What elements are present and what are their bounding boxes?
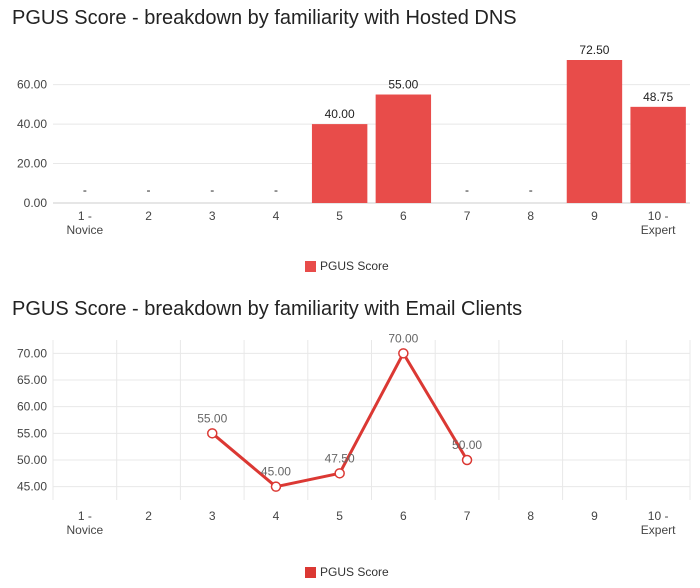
- x-tick-label: 3: [209, 209, 216, 223]
- data-label: -: [465, 183, 469, 197]
- data-label: -: [274, 183, 278, 197]
- data-label: -: [529, 183, 533, 197]
- email-clients-line-chart-svg: 45.00 50.00 55.00 60.00 65.00 70.00 55.00 45.00…: [17, 331, 691, 579]
- x-tick-label: 5: [336, 509, 343, 523]
- legend-swatch: [305, 567, 316, 578]
- x-tick-label: 8: [527, 209, 534, 223]
- y-tick-label: 20.00: [17, 157, 47, 171]
- data-point: [207, 428, 218, 439]
- x-tick-label: Novice: [67, 223, 104, 237]
- x-tick-label: Novice: [67, 523, 104, 537]
- x-tick-label: 8: [527, 509, 534, 523]
- x-tick-label: 2: [145, 209, 152, 223]
- y-tick-label: 65.00: [17, 373, 47, 387]
- series-line: [211, 351, 469, 489]
- y-tick-label: 55.00: [17, 426, 47, 440]
- hosted-dns-bar-chart-svg: 0.00 20.00 40.00 60.00 - - - - 40.00 55.00 - - 72.50…: [17, 43, 690, 273]
- data-label: 70.00: [388, 331, 418, 345]
- data-label: 55.00: [197, 411, 227, 425]
- data-label: -: [147, 183, 151, 197]
- x-tick-label: 1 -: [78, 509, 92, 523]
- x-tick-label: 9: [591, 509, 598, 523]
- hosted-dns-chart: PGUS Score - breakdown by familiarity wi…: [0, 0, 700, 290]
- data-label: 50.00: [452, 438, 482, 452]
- x-tick-label: 6: [400, 509, 407, 523]
- x-tick-label: 4: [273, 209, 280, 223]
- x-tick-label: Expert: [641, 523, 676, 537]
- y-tick-label: 45.00: [17, 480, 47, 494]
- y-tick-label: 40.00: [17, 117, 47, 131]
- data-label: 40.00: [325, 107, 355, 121]
- x-tick-label: 5: [336, 209, 343, 223]
- bar: [311, 124, 368, 203]
- bar: [630, 106, 686, 203]
- data-label: 45.00: [261, 465, 291, 479]
- email-clients-chart: PGUS Score - breakdown by familiarity wi…: [0, 290, 700, 588]
- x-tick-label: 9: [591, 209, 598, 223]
- legend-swatch: [305, 261, 316, 272]
- x-tick-label: 6: [400, 209, 407, 223]
- data-label: 72.50: [579, 43, 609, 57]
- x-tick-label: 7: [464, 209, 471, 223]
- bar: [375, 94, 432, 203]
- chart-title: PGUS Score - breakdown by familiarity wi…: [12, 298, 523, 320]
- x-tick-label: 10 -: [648, 509, 669, 523]
- legend-label: PGUS Score: [320, 565, 389, 579]
- data-point: [334, 468, 345, 479]
- data-point: [461, 454, 473, 466]
- data-label: 55.00: [388, 78, 418, 92]
- y-tick-label: 70.00: [17, 346, 47, 360]
- x-tick-label: 7: [464, 509, 471, 523]
- data-label: 48.75: [643, 90, 673, 104]
- y-tick-label: 0.00: [24, 196, 48, 210]
- x-tick-label: Expert: [641, 223, 676, 237]
- data-point: [270, 481, 282, 492]
- x-tick-label: 4: [273, 509, 280, 523]
- x-tick-label: 1 -: [78, 209, 92, 223]
- y-tick-label: 60.00: [17, 78, 47, 92]
- y-tick-label: 50.00: [17, 453, 47, 467]
- y-tick-label: 60.00: [17, 400, 47, 414]
- bar: [566, 60, 623, 203]
- x-tick-label: 2: [145, 509, 152, 523]
- data-point: [398, 348, 409, 359]
- data-label: 47.50: [325, 451, 355, 465]
- legend-label: PGUS Score: [320, 259, 389, 273]
- x-tick-label: 3: [209, 509, 216, 523]
- chart-title: PGUS Score - breakdown by familiarity wi…: [12, 7, 517, 29]
- data-label: -: [210, 183, 214, 197]
- data-label: -: [83, 183, 87, 197]
- x-tick-label: 10 -: [648, 209, 669, 223]
